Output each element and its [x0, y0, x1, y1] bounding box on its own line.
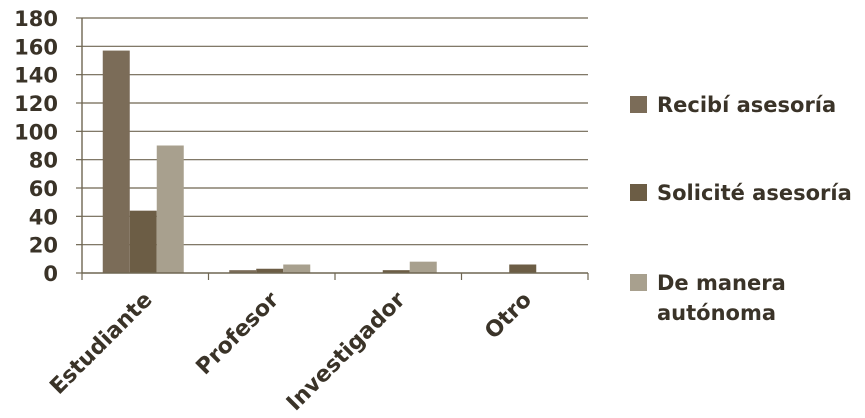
y-tick-label: 120: [14, 92, 58, 116]
bar-2-estudiante: [129, 210, 157, 273]
legend-label-series-2: Solicité asesoría: [657, 181, 852, 205]
x-tick-label: Otro: [480, 288, 537, 345]
y-tick-label: 160: [14, 35, 58, 59]
legend-swatch-series-1: [630, 96, 647, 113]
x-tick-label: Investigador: [282, 287, 410, 415]
legend-item-series-1: Recibí asesoría: [630, 90, 836, 120]
y-axis-ticks: 0 20 40 60 80 100 120 140 160 180: [14, 7, 82, 286]
legend-item-series-3: De manera autónoma: [630, 268, 807, 328]
legend-swatch-series-2: [630, 184, 647, 201]
legend-label-series-3: De manera autónoma: [657, 271, 786, 325]
y-tick-label: 140: [14, 64, 58, 88]
bar-3-estudiante: [156, 145, 184, 273]
legend-item-series-2: Solicité asesoría: [630, 178, 852, 208]
bar-2-investigador: [382, 270, 410, 273]
y-tick-label: 0: [43, 262, 58, 286]
y-tick-label: 100: [14, 120, 58, 144]
y-tick-label: 40: [29, 205, 58, 229]
bar-1-estudiante: [102, 50, 130, 274]
y-tick-label: 60: [29, 177, 58, 201]
y-tick-label: 180: [14, 7, 58, 31]
bar-2-otro: [509, 264, 537, 273]
legend-label-series-1: Recibí asesoría: [657, 93, 837, 117]
bar-3-investigador: [409, 261, 437, 273]
y-tick-label: 80: [29, 149, 58, 173]
bar-3-profesor: [283, 264, 311, 273]
y-tick-label: 20: [29, 234, 58, 258]
bars: [102, 50, 537, 274]
x-tick-label: Estudiante: [45, 288, 157, 400]
bar-2-profesor: [256, 268, 284, 273]
bar-1-profesor: [229, 270, 257, 273]
x-tick-label: Profesor: [192, 287, 284, 379]
legend-swatch-series-3: [630, 274, 647, 291]
